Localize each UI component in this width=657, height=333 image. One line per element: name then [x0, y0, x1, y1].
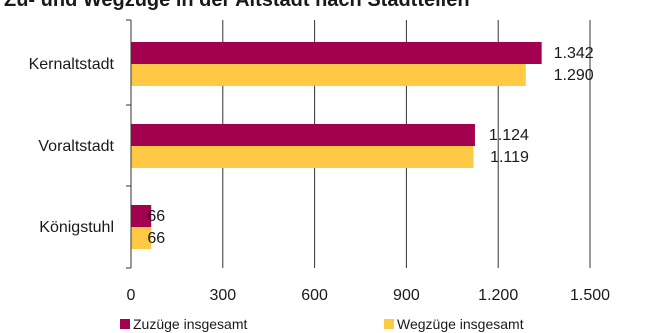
x-tick-label-5: 1.500: [570, 287, 610, 304]
data-label-0-0: 1.342: [554, 45, 594, 62]
bar-0-0: [131, 42, 542, 64]
x-tick-label-2: 600: [301, 287, 328, 304]
bar-0-1: [131, 124, 475, 146]
bar-1-0: [131, 64, 526, 86]
legend-swatch-wegzuege: [384, 319, 394, 329]
bar-0-2: [131, 205, 152, 227]
x-tick-label-3: 900: [393, 287, 420, 304]
legend-item-wegzuege: Wegzüge insgesamt: [384, 316, 524, 332]
chart-title-clip: Zu- und Wegzüge in der Altstadt nach Sta…: [0, 0, 657, 12]
x-tick-label-1: 300: [209, 287, 236, 304]
legend: Zuzüge insgesamt Wegzüge insgesamt: [0, 314, 657, 333]
data-label-1-1: 1.119: [490, 149, 529, 166]
bar-1-1: [131, 146, 474, 168]
legend-swatch-zuzuege: [120, 319, 130, 329]
category-label-0: Kernaltstadt: [29, 56, 115, 73]
bar-chart: Kernaltstadt 1.342 1.290 Voraltstadt 1.124 1.…: [29, 19, 610, 304]
data-label-1-2: 66: [147, 230, 165, 247]
x-tick-label-0: 0: [127, 287, 136, 304]
chart-title: Zu- und Wegzüge in der Altstadt nach Sta…: [4, 0, 470, 11]
x-tick-label-4: 1.200: [478, 287, 518, 304]
data-label-1-0: 1.290: [554, 67, 594, 84]
data-label-0-2: 66: [147, 208, 165, 225]
data-label-0-1: 1.124: [489, 127, 529, 144]
category-label-1: Voraltstadt: [38, 138, 114, 155]
legend-label-zuzuege: Zuzüge insgesamt: [133, 316, 248, 332]
legend-label-wegzuege: Wegzüge insgesamt: [397, 316, 524, 332]
category-label-2: Königstuhl: [39, 219, 114, 236]
bar-1-2: [131, 227, 152, 249]
legend-item-zuzuege: Zuzüge insgesamt: [120, 316, 247, 332]
